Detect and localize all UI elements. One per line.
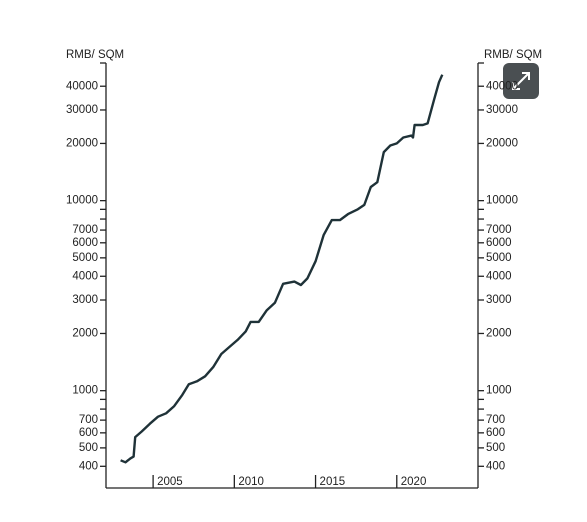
y2-tick-label: 20000 (486, 137, 518, 149)
y2-tick-label: 600 (486, 427, 505, 439)
y-tick-label: 5000 (72, 252, 98, 264)
y-tick-label: 6000 (72, 237, 98, 249)
y2-tick-label: 4000 (486, 270, 512, 282)
y2-tick-label: 1000 (486, 385, 512, 397)
y2-axis-label: RMB/ SQM (484, 49, 542, 61)
y2-tick-label: 10000 (486, 195, 518, 207)
y2-tick-label: 700 (486, 414, 505, 426)
y2-tick-label: 40000 (486, 80, 518, 92)
price-line (120, 74, 444, 464)
x-tick-label: 2005 (157, 476, 183, 488)
y2-tick-label: 7000 (486, 224, 512, 236)
y2-tick-label: 400 (486, 460, 505, 472)
y-tick-label: 40000 (66, 80, 98, 92)
y-tick-label: 2000 (72, 328, 98, 340)
y-tick-label: 10000 (66, 195, 98, 207)
expand-button[interactable] (503, 63, 539, 99)
y-tick-label: 500 (79, 442, 98, 454)
y-tick-label: 7000 (72, 224, 98, 236)
x-tick-label: 2020 (401, 476, 427, 488)
y2-tick-label: 30000 (486, 104, 518, 116)
y-axis-label: RMB/ SQM (66, 49, 124, 61)
y-tick-label: 3000 (72, 294, 98, 306)
y2-tick-label: 500 (486, 442, 505, 454)
y2-tick-label: 6000 (486, 237, 512, 249)
y-tick-label: 1000 (72, 385, 98, 397)
y-tick-label: 30000 (66, 104, 98, 116)
expand-icon[interactable] (512, 72, 530, 90)
y2-tick-label: 5000 (486, 252, 512, 264)
x-tick-label: 2015 (320, 476, 346, 488)
y2-tick-label: 3000 (486, 294, 512, 306)
y2-tick-label: 2000 (486, 328, 512, 340)
y-tick-label: 400 (79, 460, 98, 472)
y-tick-label: 600 (79, 427, 98, 439)
y-tick-label: 700 (79, 414, 98, 426)
y-tick-label: 4000 (72, 270, 98, 282)
y-tick-label: 20000 (66, 137, 98, 149)
x-tick-label: 2010 (238, 476, 264, 488)
